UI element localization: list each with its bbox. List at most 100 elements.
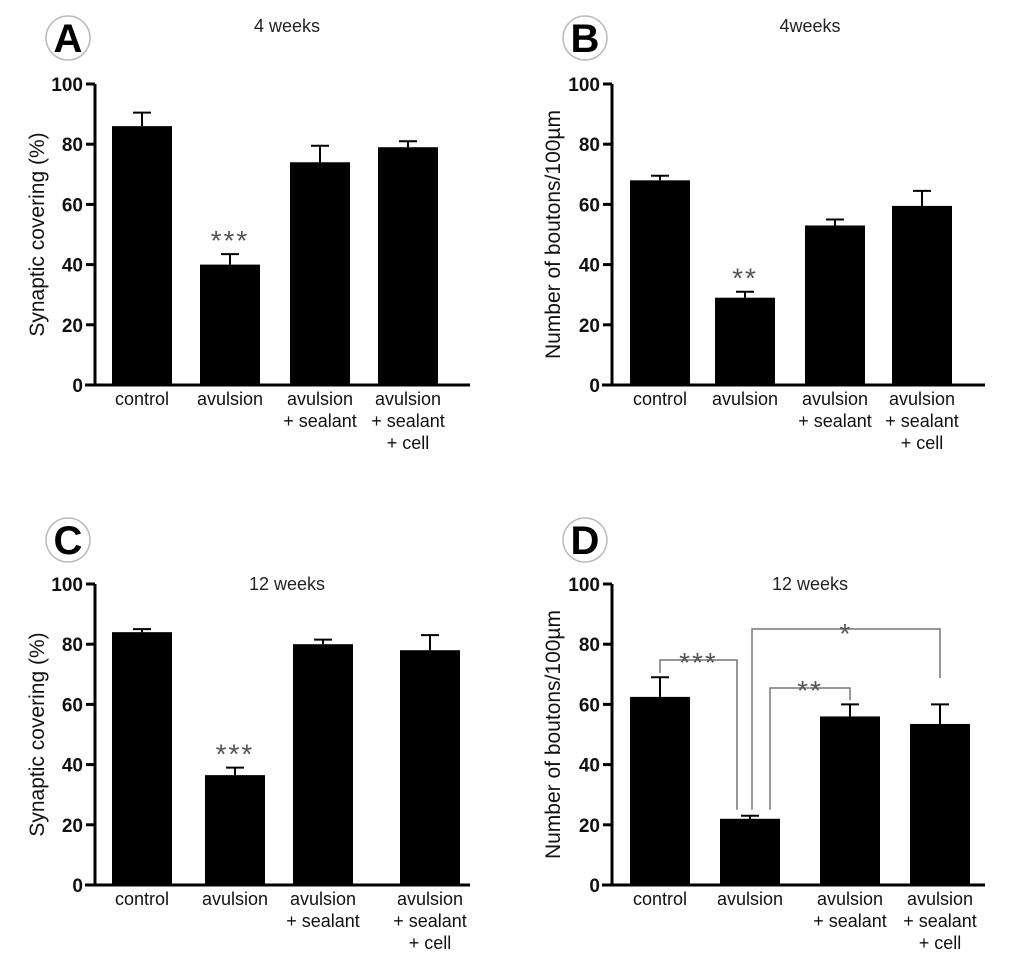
- significance-bracket: [751, 628, 941, 810]
- x-tick-label-line: avulsion: [397, 889, 463, 909]
- x-tick-label: avulsion + sealant + cell: [903, 889, 977, 953]
- y-tick-label: 40: [579, 756, 600, 777]
- y-tick-label: 80: [62, 135, 83, 156]
- x-tick-label-line: + cell: [387, 433, 430, 453]
- y-tick-label: 100: [568, 575, 600, 596]
- y-tick-label: 80: [579, 635, 600, 656]
- x-tick-label-line: + sealant: [393, 911, 467, 931]
- significance-label: ***: [211, 225, 250, 256]
- x-tick-label-line: avulsion: [907, 889, 973, 909]
- y-tick-label: 20: [62, 816, 83, 837]
- y-axis-label: Synaptic covering (%): [26, 132, 49, 336]
- x-tick-label-line: avulsion: [375, 389, 441, 409]
- x-tick-label: avulsion + sealant + cell: [371, 389, 445, 453]
- bar: [112, 632, 172, 885]
- x-tick-label: avulsion + sealant: [286, 889, 360, 931]
- x-tick-label-line: + cell: [409, 933, 452, 953]
- panel-letter-circle: [562, 517, 608, 563]
- significance-bracket-label: *: [840, 618, 853, 649]
- x-tick-label-line: avulsion: [197, 389, 263, 409]
- x-tick-label-line: + sealant: [798, 411, 872, 431]
- bar: [205, 775, 265, 885]
- x-tick-label-line: avulsion: [290, 889, 356, 909]
- significance-bracket: [769, 687, 851, 810]
- significance-label: ***: [216, 739, 255, 770]
- y-axis-label: Number of boutons/100µm: [542, 610, 565, 859]
- x-tick-label: avulsion + sealant + cell: [885, 389, 959, 453]
- x-tick-label-line: + cell: [919, 933, 962, 953]
- bar: [720, 818, 780, 885]
- bar: [290, 162, 350, 385]
- y-tick-label: 60: [579, 195, 600, 216]
- x-tick-label: control: [115, 889, 169, 909]
- y-tick-label: 100: [51, 575, 83, 596]
- panel-letter: C: [54, 519, 83, 563]
- bar: [200, 264, 260, 385]
- bar: [112, 126, 172, 385]
- bar: [910, 723, 970, 885]
- panel-letter-circle: [562, 15, 608, 61]
- bar: [400, 650, 460, 885]
- x-tick-label-line: avulsion: [802, 389, 868, 409]
- x-tick-label-line: control: [633, 889, 687, 909]
- x-tick-label-line: + sealant: [371, 411, 445, 431]
- x-tick-label: avulsion: [197, 389, 263, 409]
- panel-letter-circle: [45, 517, 91, 563]
- chart-title: 4weeks: [779, 16, 840, 36]
- x-tick-label: avulsion: [202, 889, 268, 909]
- significance-bracket-label: ***: [679, 647, 718, 678]
- y-tick-label: 0: [72, 876, 83, 897]
- x-tick-label-line: avulsion: [202, 889, 268, 909]
- significance-bracket: [659, 659, 738, 810]
- x-tick-label: avulsion + sealant: [283, 389, 357, 431]
- x-tick-label-line: avulsion: [817, 889, 883, 909]
- x-tick-label-line: + sealant: [885, 411, 959, 431]
- y-tick-label: 80: [579, 135, 600, 156]
- y-tick-label: 20: [62, 316, 83, 337]
- y-tick-label: 100: [568, 75, 600, 96]
- chart-title: 4 weeks: [254, 16, 320, 36]
- y-tick-label: 20: [579, 316, 600, 337]
- bar: [820, 716, 880, 885]
- y-tick-label: 40: [62, 256, 83, 277]
- y-tick-label: 60: [62, 695, 83, 716]
- bar: [378, 147, 438, 385]
- x-tick-label-line: avulsion: [287, 389, 353, 409]
- bar: [805, 225, 865, 385]
- x-tick-label-line: + sealant: [903, 911, 977, 931]
- x-tick-label-line: + sealant: [283, 411, 357, 431]
- significance-label: **: [732, 263, 758, 294]
- bar: [892, 205, 952, 385]
- significance-bracket-label: **: [797, 675, 823, 706]
- panel-letter: B: [571, 17, 600, 61]
- x-tick-label: avulsion + sealant: [798, 389, 872, 431]
- x-tick-label-line: + sealant: [813, 911, 887, 931]
- chart-panel-c: C 12 weeks 0 20 40 60 80 100 Synaptic covering (…: [26, 517, 470, 953]
- y-axis-label: Number of boutons/100µm: [542, 110, 565, 359]
- x-tick-label-line: control: [115, 389, 169, 409]
- y-tick-label: 60: [62, 195, 83, 216]
- y-tick-label: 60: [579, 695, 600, 716]
- bar: [630, 180, 690, 385]
- y-tick-label: 0: [589, 376, 600, 397]
- x-tick-label-line: control: [115, 889, 169, 909]
- x-tick-label-line: avulsion: [717, 889, 783, 909]
- x-tick-label-line: avulsion: [712, 389, 778, 409]
- panel-letter-circle: [45, 15, 91, 61]
- x-tick-label-line: avulsion: [889, 389, 955, 409]
- y-tick-label: 20: [579, 816, 600, 837]
- y-tick-label: 0: [72, 376, 83, 397]
- y-tick-label: 100: [51, 75, 83, 96]
- x-tick-label: avulsion + sealant + cell: [393, 889, 467, 953]
- chart-title: 12 weeks: [772, 574, 848, 594]
- x-tick-label-line: control: [633, 389, 687, 409]
- y-tick-label: 40: [579, 256, 600, 277]
- x-tick-label: avulsion: [712, 389, 778, 409]
- y-tick-label: 40: [62, 756, 83, 777]
- x-tick-label: control: [115, 389, 169, 409]
- x-tick-label: avulsion + sealant: [813, 889, 887, 931]
- x-tick-label: control: [633, 389, 687, 409]
- chart-panel-a: A 4 weeks 0 20 40 60 80 100 Synaptic covering (%…: [26, 15, 470, 453]
